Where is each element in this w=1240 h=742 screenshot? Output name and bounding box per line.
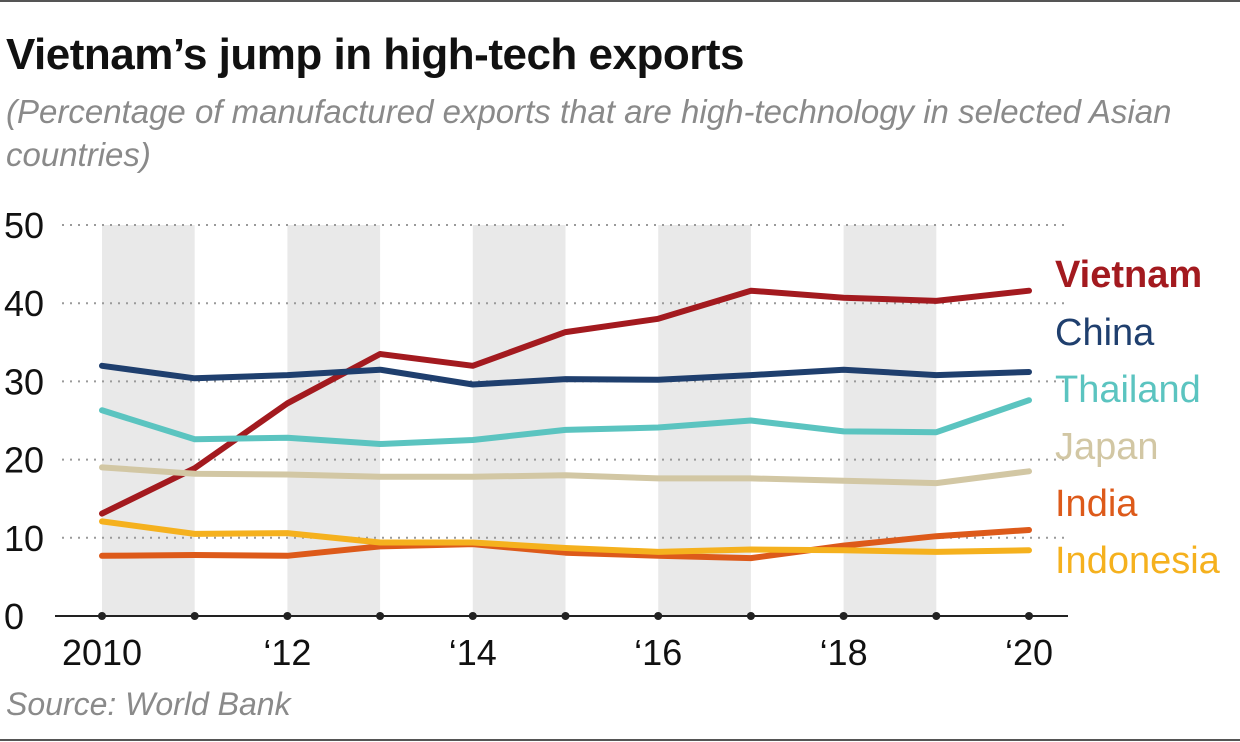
legend-label-vietnam: Vietnam — [1055, 254, 1202, 296]
legend: Vietnam China Thailand Japan India Indonesia — [1055, 254, 1221, 582]
chart-title: Vietnam’s jump in high-tech exports — [6, 30, 744, 79]
x-axis — [55, 612, 1068, 620]
series-line-indonesia — [99, 518, 1032, 555]
legend-label-japan: Japan — [1055, 426, 1159, 468]
x-tick-label: ‘16 — [634, 632, 682, 673]
x-tick-label: ‘12 — [263, 632, 311, 673]
y-tick-label: 0 — [4, 596, 24, 637]
y-tick-label: 20 — [4, 440, 44, 481]
series-line-vietnam — [99, 287, 1032, 517]
x-year-dot — [932, 612, 941, 620]
x-year-dot — [283, 612, 292, 620]
legend-label-thailand: Thailand — [1055, 369, 1201, 411]
legend-label-china: China — [1055, 312, 1155, 354]
shading-band — [102, 225, 195, 616]
series-line-thailand — [99, 397, 1032, 447]
y-tick-label: 50 — [4, 205, 44, 246]
x-year-dot — [654, 612, 663, 620]
x-year-dot — [376, 612, 385, 620]
series-line-india — [99, 527, 1032, 562]
series-line-japan — [99, 464, 1032, 487]
legend-label-india: India — [1055, 483, 1138, 525]
x-year-dot — [746, 612, 755, 620]
shading-band — [472, 225, 566, 616]
chart-subtitle: (Percentage of manufactured exports that… — [6, 93, 1172, 173]
x-year-dot — [98, 612, 106, 620]
series-line-china — [99, 362, 1032, 388]
y-tick-label: 30 — [4, 361, 44, 402]
series-lines — [99, 287, 1032, 562]
y-tick-label: 40 — [4, 283, 44, 324]
source-note: Source: World Bank — [6, 686, 291, 722]
x-tick-label: ‘20 — [1005, 632, 1053, 673]
y-axis-ticks: 0 10 20 30 40 50 — [4, 205, 44, 637]
x-year-dot — [561, 612, 570, 620]
year-shading-bands — [102, 225, 937, 616]
x-year-dot — [1025, 612, 1033, 620]
x-year-dot — [468, 612, 477, 620]
x-tick-label: ‘18 — [820, 632, 868, 673]
y-tick-label: 10 — [4, 518, 44, 559]
shading-band — [843, 225, 937, 616]
x-tick-label: 2010 — [62, 632, 142, 673]
legend-label-indonesia: Indonesia — [1055, 540, 1221, 582]
x-year-dot — [190, 612, 199, 620]
top-rule — [0, 0, 1240, 2]
x-tick-label: ‘14 — [449, 632, 497, 673]
x-axis-ticks: 2010 ‘12 ‘14 ‘16 ‘18 ‘20 — [62, 632, 1053, 673]
x-year-dot — [839, 612, 848, 620]
bottom-rule — [0, 739, 1240, 741]
